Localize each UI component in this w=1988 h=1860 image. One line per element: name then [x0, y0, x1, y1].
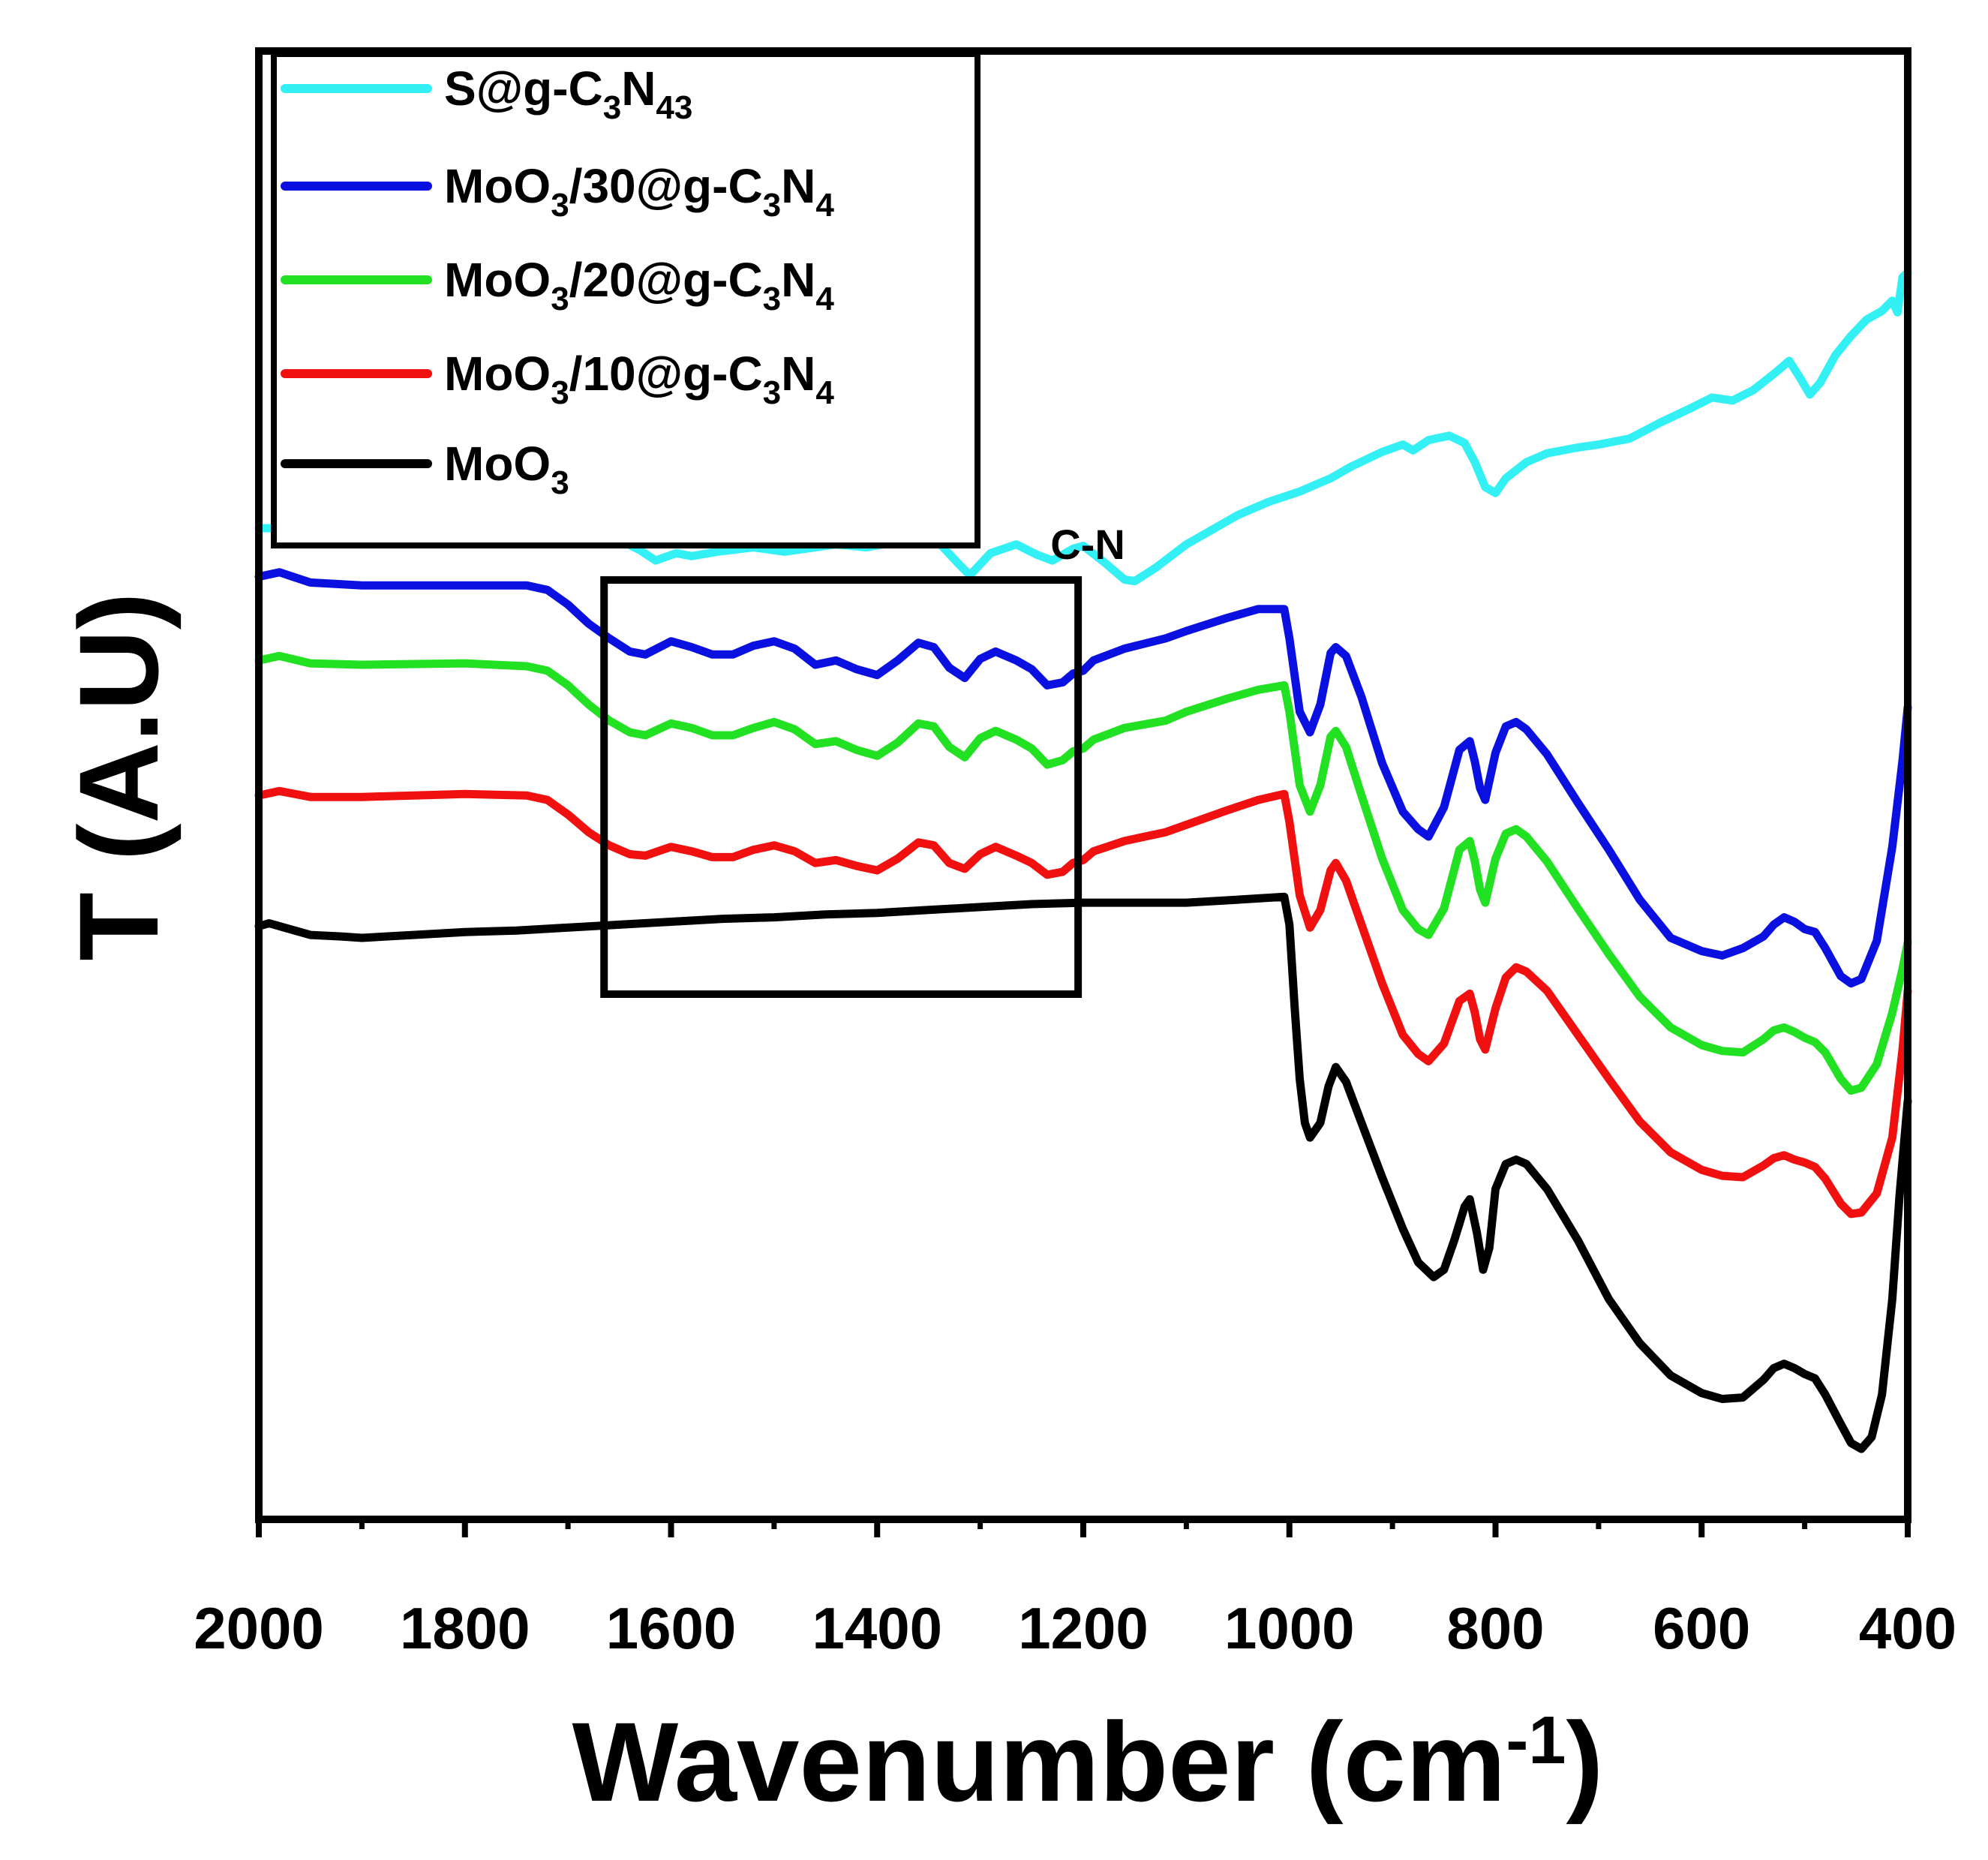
legend-subscript: 4 [815, 281, 834, 317]
x-tick-label: 1200 [1018, 1595, 1149, 1661]
legend-subscript: 3 [763, 281, 781, 317]
x-axis-label-superscript: -1 [1506, 1703, 1566, 1778]
cn-annotation-label: C-N [1050, 521, 1125, 568]
legend-subscript: 43 [656, 89, 692, 126]
series-layer [254, 269, 1912, 1453]
legend-text-part: S@g-C [444, 62, 603, 116]
legend-label-4: MoO3 [444, 437, 569, 501]
x-tick-label: 400 [1859, 1595, 1956, 1661]
legend-label-2: MoO3/20@g-C3N4 [444, 253, 834, 317]
legend-text-part: MoO [444, 437, 551, 491]
legend-text-part: MoO [444, 159, 551, 213]
x-tick-label: 1800 [400, 1595, 530, 1661]
series-line-4 [254, 892, 1912, 1453]
x-axis-label: Wavenumber (cm-1) [572, 1699, 1604, 1825]
legend-text-part: N [621, 62, 656, 116]
legend: S@g-C3N43MoO3/30@g-C3N4MoO3/20@g-C3N4MoO… [281, 62, 834, 501]
legend-text-part: N [781, 253, 815, 307]
legend-text-part: N [781, 347, 815, 401]
x-axis-label-close: ) [1566, 1699, 1603, 1825]
legend-subscript: 3 [551, 281, 569, 317]
legend-label-1: MoO3/30@g-C3N4 [444, 159, 834, 224]
series-line-0 [254, 269, 1912, 585]
legend-subscript: 3 [551, 374, 569, 411]
legend-text-part: MoO [444, 347, 551, 401]
y-axis-label: T (A.U) [56, 592, 182, 961]
x-axis-label-main: Wavenumber (cm [572, 1699, 1506, 1825]
cn-region-box [600, 576, 1083, 998]
legend-label-3: MoO3/10@g-C3N4 [444, 347, 834, 411]
legend-text-part: /20@g-C [569, 253, 763, 307]
series-line-1 [254, 568, 1912, 988]
x-tick-label: 1400 [812, 1595, 942, 1661]
legend-subscript: 3 [603, 89, 621, 126]
x-tick-label: 600 [1653, 1595, 1750, 1661]
x-tick-label: 1000 [1224, 1595, 1355, 1661]
legend-text-part: /30@g-C [569, 159, 763, 213]
x-tick-label: 1600 [606, 1595, 737, 1661]
series-line-3 [254, 786, 1912, 1218]
legend-subscript: 4 [815, 187, 834, 224]
x-tick-label: 2000 [194, 1595, 324, 1661]
legend-text-part: /10@g-C [569, 347, 763, 401]
legend-subscript: 3 [551, 187, 569, 224]
x-tick-label: 800 [1446, 1595, 1544, 1661]
legend-subscript: 3 [763, 187, 781, 224]
legend-subscript: 3 [763, 374, 781, 411]
legend-label-0: S@g-C3N43 [444, 62, 692, 126]
series-line-2 [254, 651, 1912, 1095]
legend-text-part: MoO [444, 253, 551, 307]
legend-subscript: 3 [551, 464, 569, 501]
x-axis-ticks: 2000 1800 1600 1400 1200 1000 800 600 400 [194, 1519, 1956, 1661]
legend-text-part: N [781, 159, 815, 213]
legend-subscript: 4 [815, 374, 834, 411]
